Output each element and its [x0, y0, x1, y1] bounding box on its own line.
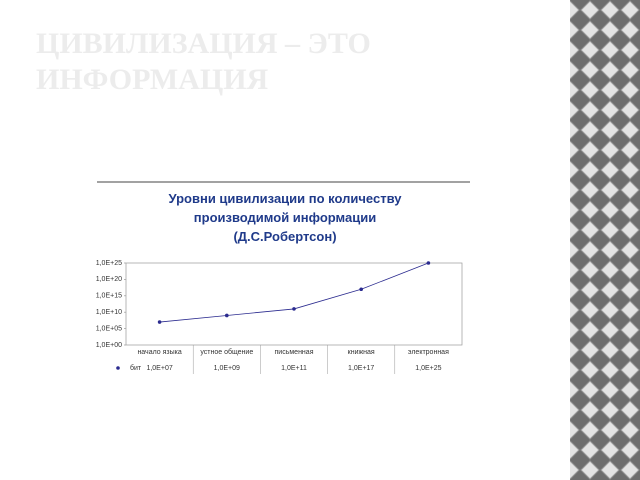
y-tick-label: 1,0E+20 [96, 276, 122, 283]
y-tick-label: 1,0E+15 [96, 293, 122, 300]
data-label: 1,0E+07 [146, 365, 172, 372]
y-tick-label: 1,0E+25 [96, 260, 122, 267]
point [359, 287, 364, 292]
y-tick-label: 1,0E+00 [96, 342, 122, 349]
slide-title: ЦИВИЛИЗАЦИЯ – ЭТО ИНФОРМАЦИЯ [36, 27, 371, 96]
x-tick-label: письменная [275, 349, 314, 356]
side-pattern [570, 0, 640, 480]
y-tick-label: 1,0E+05 [96, 325, 122, 332]
point [225, 313, 229, 318]
x-tick-label: электронная [408, 349, 449, 356]
x-tick-label: начало языка [137, 349, 181, 356]
plot-area [125, 262, 463, 346]
data-label: 1,0E+17 [348, 365, 374, 372]
x-tick-label: книжная [348, 349, 375, 356]
data-label: 1,0E+09 [214, 365, 240, 372]
data-label: 1,0E+25 [415, 365, 441, 372]
x-tick-label: устное общение [200, 348, 253, 356]
legend-marker [116, 366, 120, 370]
point [426, 261, 431, 265]
series-line [159, 262, 429, 323]
point [157, 320, 162, 324]
data-label: 1,0E+11 [281, 365, 307, 372]
y-tick-label: 1,0E+10 [96, 309, 122, 316]
chart-title: Уровни цивилизации по количеству производ… [169, 191, 403, 244]
legend-label: бит [130, 364, 142, 372]
point [292, 307, 296, 311]
